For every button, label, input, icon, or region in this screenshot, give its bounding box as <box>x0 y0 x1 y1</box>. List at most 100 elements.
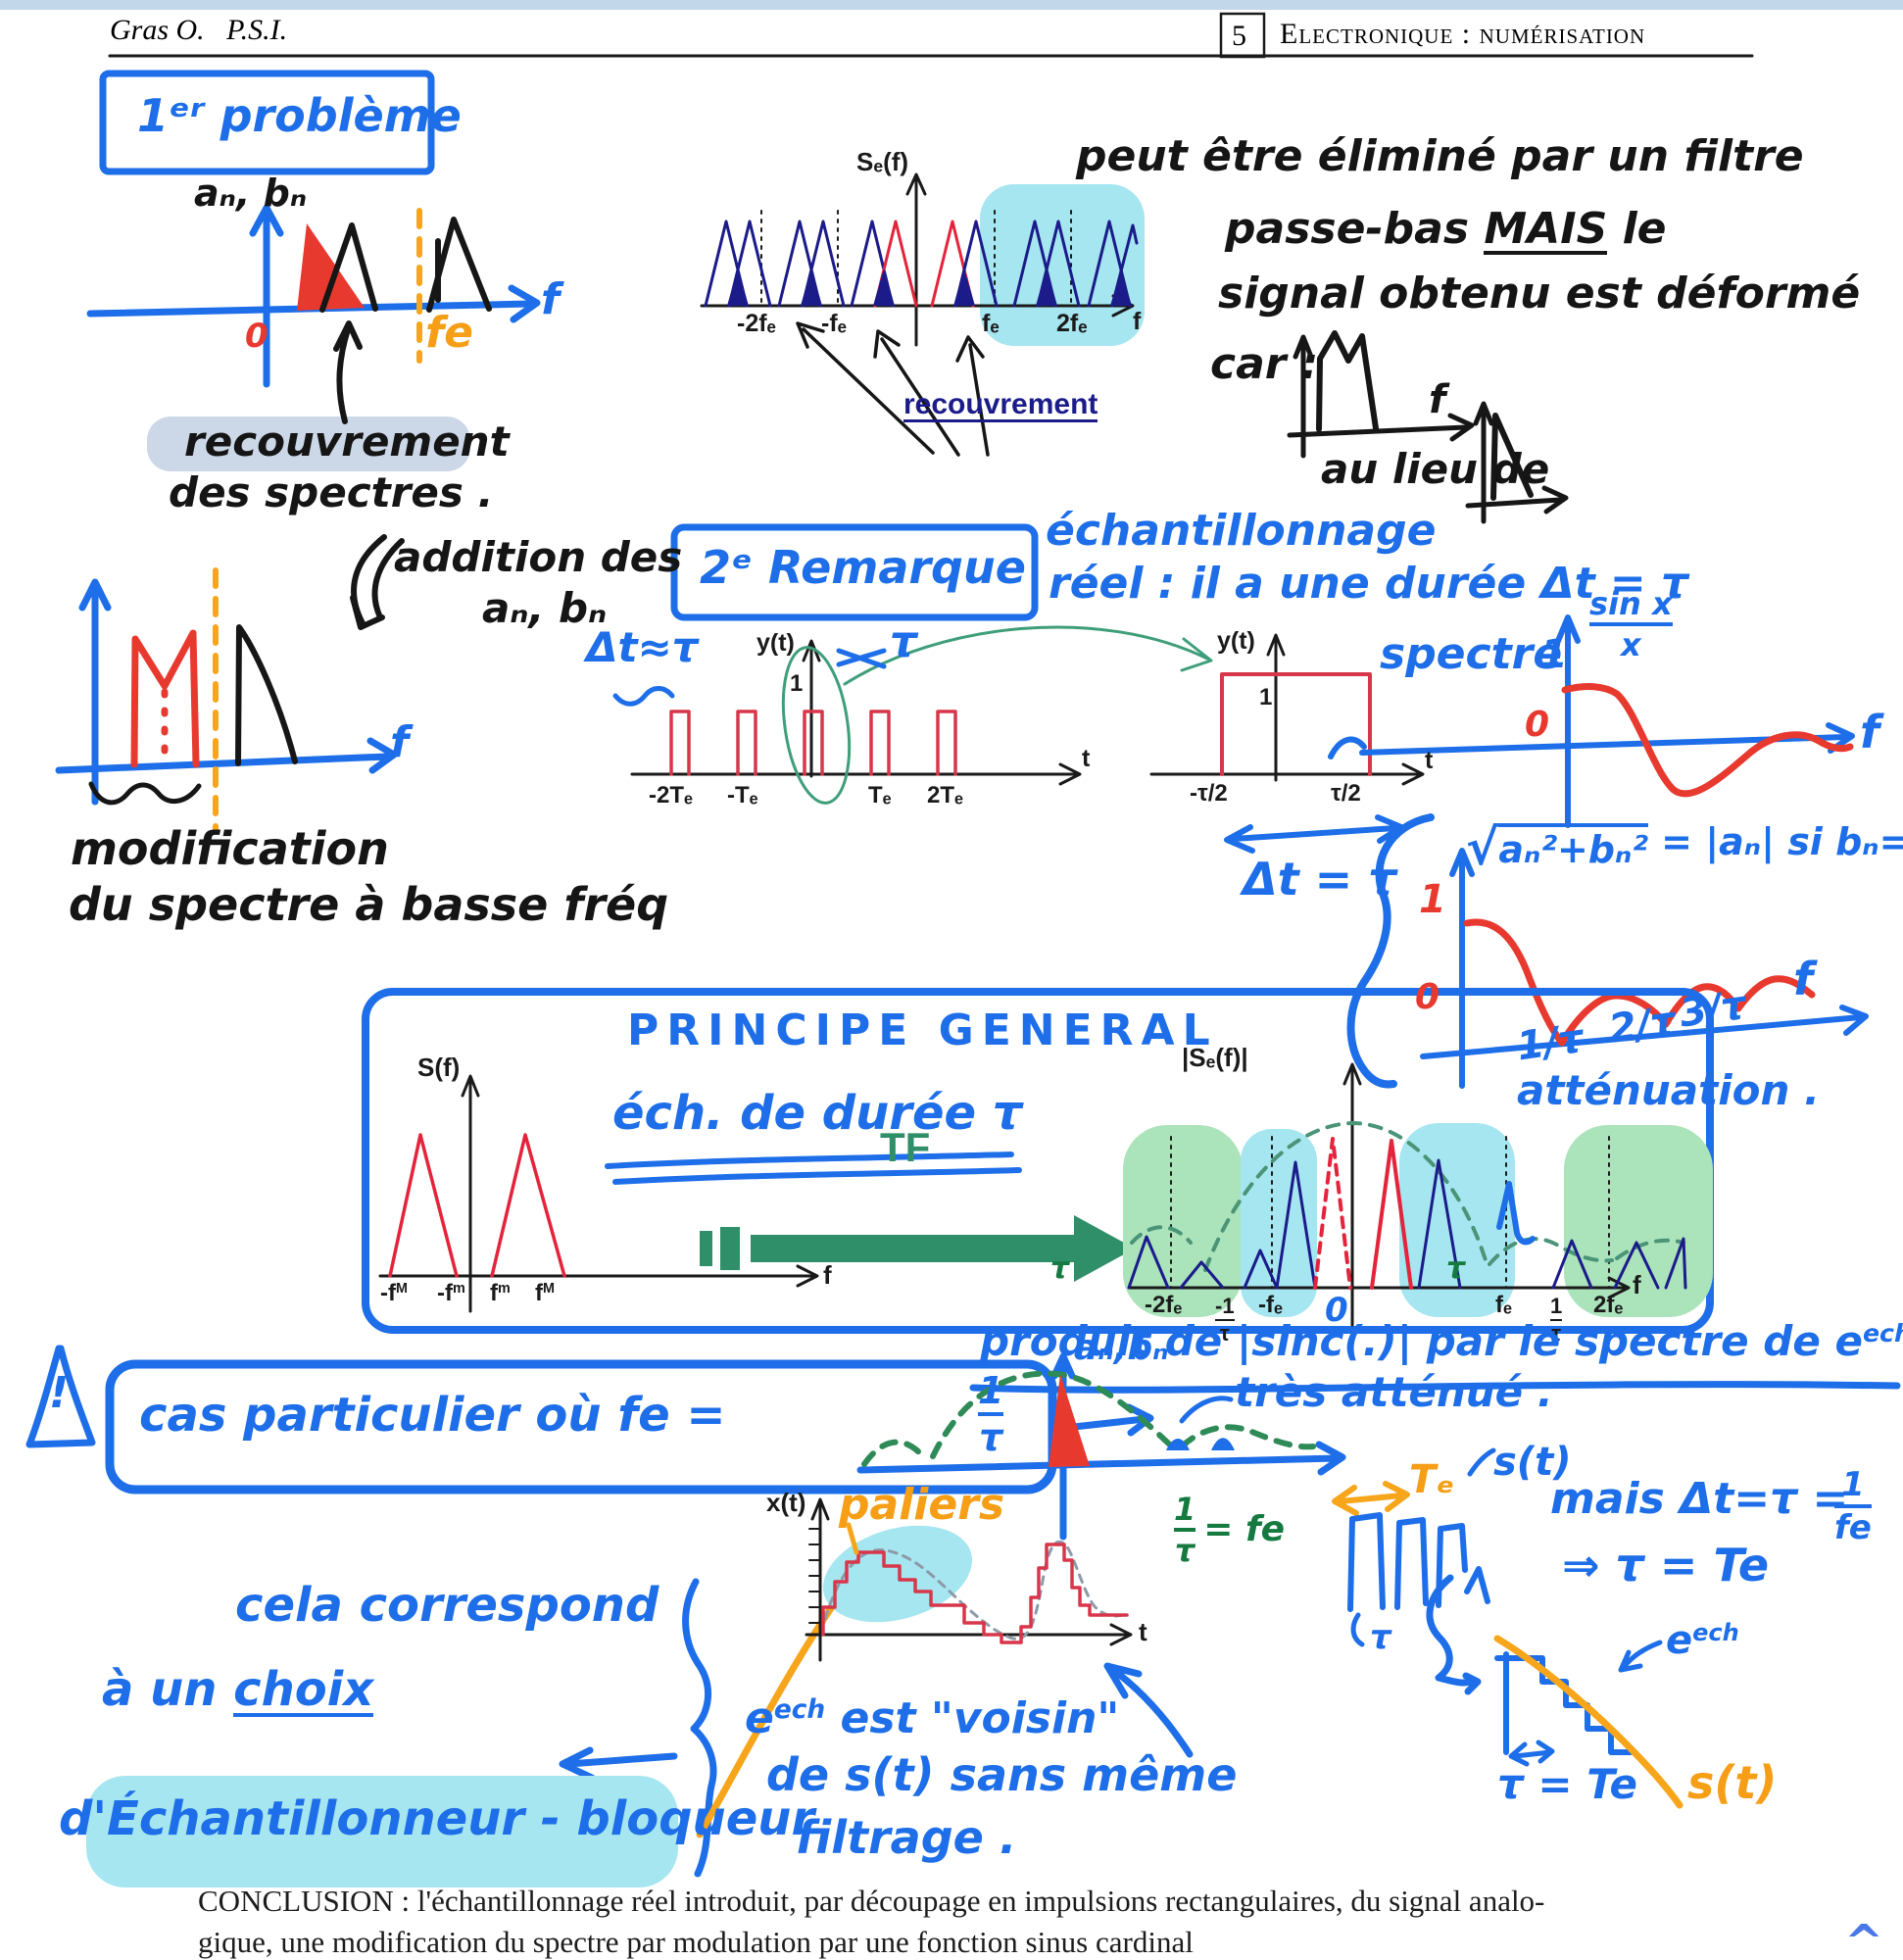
echantillonneur-bloqueur: d'Échantillonneur - bloqueur <box>59 1791 815 1846</box>
filter-result-sketches <box>1287 330 1569 524</box>
remark2-text-l1: échantillonnage <box>1046 506 1437 556</box>
mais-dt-tau: mais Δt=τ = <box>1550 1474 1849 1524</box>
produit-line: produit de |sinc(.)| par le spectre de e… <box>980 1321 1903 1362</box>
rest: est "voisin" <box>825 1693 1120 1743</box>
red-peak <box>1049 1374 1090 1467</box>
ambn-axis-label: aₙ, bₙ <box>194 172 308 215</box>
base: -f <box>437 1280 453 1306</box>
tick--Te: -Tₑ <box>727 782 758 808</box>
sinx-over-x: sin x x <box>1589 588 1673 661</box>
sampled-pulses-sketch <box>1347 1512 1490 1612</box>
tick--tau2: -τ/2 <box>1190 780 1228 807</box>
sef-f: f <box>1633 1270 1641 1299</box>
base: f <box>490 1280 498 1306</box>
zero-3-tau: 3/τ <box>1677 982 1749 1037</box>
tick-t: t <box>1082 745 1091 772</box>
tick-2fe: 2fₑ <box>1056 310 1088 337</box>
tick--2Te: -2Tₑ <box>649 782 694 808</box>
amp-zero: 0 <box>1415 977 1440 1017</box>
subscript: M <box>543 1281 555 1297</box>
dt-tau-note: Δt≈τ <box>586 623 699 671</box>
tick-fe: fₑ <box>982 310 1000 337</box>
tick--2fe: -2fₑ <box>737 310 776 337</box>
filter-note-l2a: passe-bas <box>1225 204 1485 254</box>
cyan-highlight <box>1399 1123 1515 1317</box>
voisin-l1: e ech est "voisin" <box>745 1693 1120 1743</box>
den: fe <box>1834 1508 1872 1547</box>
dt-double-arrow <box>1224 814 1404 854</box>
conclusion-l2: gique, une modification du spectre par m… <box>198 1925 1194 1959</box>
green-tau-mark-1: τ <box>1050 1251 1070 1286</box>
voisin-l3: filtrage . <box>796 1811 1017 1864</box>
subscript: m <box>452 1281 465 1297</box>
remark2-text-l2: réel : il a une durée Δt = τ <box>1049 559 1689 609</box>
amp-f: f <box>1793 953 1814 1005</box>
sf-f: f <box>823 1260 832 1290</box>
recouvrement-note2: des spectres . <box>169 468 494 516</box>
den: τ <box>979 1416 1003 1459</box>
green-highlight <box>1123 1125 1243 1317</box>
st-label: s(t) <box>1493 1440 1572 1485</box>
recouvrement-note: recouvrement <box>184 417 510 466</box>
den: τ <box>1551 1321 1562 1346</box>
amplitude-equation: √ aₙ²+bₙ² = |aₙ| si bₙ= 0 <box>1466 823 1903 872</box>
fraction-bar <box>1174 1528 1196 1532</box>
sqrt-sign: √ <box>1466 819 1499 876</box>
yt-one: 1 <box>790 670 804 697</box>
scroll-up-chevron[interactable]: ^ <box>1844 1915 1884 1960</box>
sef-2fe: 2fₑ <box>1593 1292 1624 1318</box>
modified-spectrum-sketch <box>55 534 405 834</box>
num: 1 <box>1550 1294 1563 1318</box>
equals-fe: = fe <box>1203 1509 1286 1549</box>
sinx-num: sin x <box>1589 585 1673 622</box>
base: f <box>535 1280 543 1306</box>
num: -1 <box>1215 1294 1235 1318</box>
pulse-t: t <box>1425 747 1434 774</box>
cyan-highlight <box>1241 1129 1317 1317</box>
zero-1-tau: 1/τ <box>1514 1015 1586 1070</box>
dt-equals-tau: Δt = τ <box>1243 853 1397 906</box>
f-axis-label2: f <box>390 717 410 767</box>
fraction-bar <box>1589 622 1673 626</box>
blue-up-arrow <box>1103 1662 1194 1758</box>
cas-arrow <box>1070 1403 1154 1437</box>
modification-note: modification <box>71 822 389 875</box>
un-sur-fe: 1 fe <box>1834 1468 1872 1544</box>
tres-attenue: très atténué . <box>1235 1368 1553 1416</box>
red-spectrum-triangle <box>297 223 365 311</box>
tau-note: τ <box>890 617 918 667</box>
staircase-steps <box>1514 1655 1634 1755</box>
implies-tau-Te: ⇒ τ = Te <box>1562 1539 1770 1592</box>
yt-ylabel: y(t) <box>756 629 795 657</box>
fe-label: fe <box>425 308 473 358</box>
sketch-f-label: f <box>1429 377 1446 422</box>
top-strip <box>0 0 1903 10</box>
sinc-zero: 0 <box>1525 705 1550 745</box>
fraction-bar <box>978 1412 1004 1416</box>
attenuation-note: atténuation . <box>1517 1066 1820 1114</box>
author: Gras O. P.S.I. <box>110 14 288 46</box>
page-title: Electronique : numérisation <box>1280 18 1646 50</box>
Te-label: Tₑ <box>1409 1457 1455 1502</box>
principe-title: PRINCIPE GENERAL <box>627 1005 1218 1055</box>
sef-fe: fₑ <box>1495 1292 1513 1318</box>
tick-tau2: τ/2 <box>1331 780 1361 807</box>
tau-width-mark <box>836 648 887 669</box>
smooth-dashed-curve <box>823 1540 1131 1641</box>
tick--fM: -f M <box>380 1282 408 1305</box>
cela-correspond: cela correspond <box>235 1578 659 1633</box>
fraction-bar <box>1550 1319 1563 1321</box>
num: 1 <box>1174 1491 1196 1528</box>
st-orange-label: s(t) <box>1687 1756 1778 1809</box>
fraction-bar <box>1215 1319 1235 1321</box>
eech-label: e ech <box>1666 1621 1739 1660</box>
filter-note-l1: peut être éliminé par un filtre <box>1076 131 1804 181</box>
brace-squiggle <box>1426 1574 1482 1695</box>
sinx-den: x <box>1620 626 1641 663</box>
sf-ylabel: S(f) <box>417 1053 461 1082</box>
subscript: m <box>498 1281 511 1297</box>
base: e <box>1666 1618 1693 1663</box>
tick--fe: -fₑ <box>821 310 848 337</box>
